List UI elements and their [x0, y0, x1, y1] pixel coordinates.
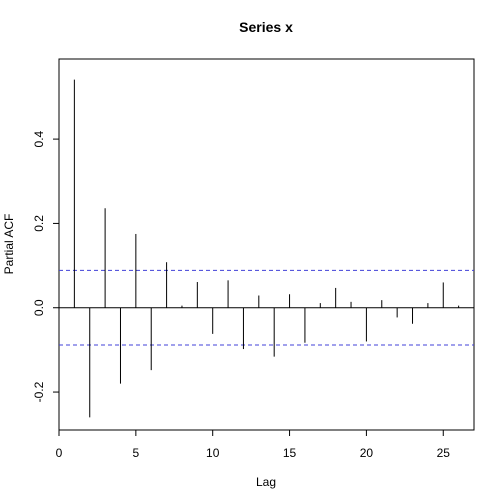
y-tick-label: -0.2 [32, 381, 46, 402]
chart-title: Series x [239, 19, 293, 35]
confidence-bands [59, 269, 474, 346]
x-tick-label: 20 [360, 446, 374, 460]
y-tick-label: 0.0 [32, 299, 46, 316]
x-tick-label: 25 [437, 446, 451, 460]
bars-group [73, 79, 460, 418]
x-tick-label: 10 [206, 446, 220, 460]
y-tick-label: 0.4 [32, 130, 46, 147]
y-tick-label: 0.2 [32, 215, 46, 232]
x-tick-label: 15 [283, 446, 297, 460]
y-axis-label: Partial ACF [2, 214, 16, 275]
x-axis: 0 5 10 15 20 25 [56, 430, 451, 460]
y-axis: -0.2 0.0 0.2 0.4 [32, 130, 59, 402]
plot-frame [58, 58, 475, 431]
x-axis-label: Lag [256, 475, 276, 489]
x-tick-label: 0 [56, 446, 63, 460]
x-tick-label: 5 [133, 446, 140, 460]
